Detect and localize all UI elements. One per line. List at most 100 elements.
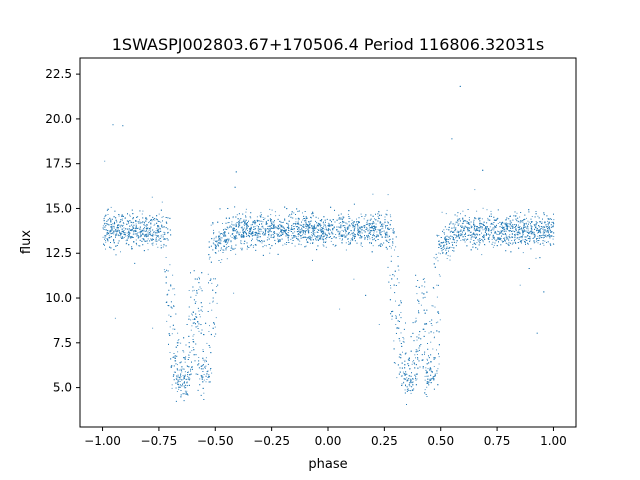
data-point <box>405 389 406 390</box>
data-point <box>317 237 318 238</box>
data-point <box>438 285 439 286</box>
data-point <box>481 239 482 240</box>
data-point <box>226 247 227 248</box>
data-point <box>172 288 173 289</box>
data-point <box>355 240 356 241</box>
data-point <box>325 227 326 228</box>
data-point <box>248 247 249 248</box>
data-point <box>103 237 104 238</box>
data-point <box>350 240 351 241</box>
data-point <box>303 233 304 234</box>
data-point <box>298 239 299 240</box>
data-point <box>308 229 309 230</box>
data-point <box>199 378 200 379</box>
data-point <box>436 254 437 255</box>
data-point <box>267 231 268 232</box>
data-point <box>533 233 534 234</box>
data-point <box>262 242 263 243</box>
data-point <box>125 232 126 233</box>
data-point <box>426 371 427 372</box>
data-point <box>357 243 358 244</box>
data-point <box>132 229 133 230</box>
data-point <box>153 243 154 244</box>
data-point <box>386 214 387 215</box>
data-point <box>138 228 139 229</box>
data-point <box>316 222 317 223</box>
data-point <box>213 301 214 302</box>
data-point <box>144 227 145 228</box>
data-point <box>311 232 312 233</box>
data-point <box>455 227 456 228</box>
data-point <box>231 248 232 249</box>
data-point <box>405 371 406 372</box>
data-point <box>177 377 178 378</box>
data-point <box>393 233 394 234</box>
data-point <box>262 221 263 222</box>
data-point <box>202 330 203 331</box>
data-point <box>524 215 525 216</box>
data-point <box>427 360 428 361</box>
data-point <box>372 235 373 236</box>
data-point <box>347 227 348 228</box>
data-point <box>295 224 296 225</box>
data-point <box>236 225 237 226</box>
data-point <box>235 235 236 236</box>
data-point <box>376 226 377 227</box>
data-point <box>520 226 521 227</box>
data-point <box>325 220 326 221</box>
data-point <box>128 223 129 224</box>
data-point <box>214 238 215 239</box>
data-point <box>245 212 246 213</box>
data-point <box>367 236 368 237</box>
data-point <box>456 242 457 243</box>
data-point <box>154 220 155 221</box>
data-point <box>240 248 241 249</box>
data-point <box>460 235 461 236</box>
data-point <box>293 229 294 230</box>
data-point <box>349 221 350 222</box>
data-point <box>212 223 213 224</box>
data-point <box>418 310 419 311</box>
data-point <box>388 282 389 283</box>
data-point <box>147 236 148 237</box>
data-point <box>178 339 179 340</box>
data-point <box>499 234 500 235</box>
data-point <box>429 333 430 334</box>
data-point <box>236 229 237 230</box>
data-point <box>517 232 518 233</box>
data-point <box>406 374 407 375</box>
data-point <box>496 234 497 235</box>
data-point <box>338 219 339 220</box>
data-point <box>131 248 132 249</box>
data-point <box>203 393 204 394</box>
data-point <box>444 234 445 235</box>
data-point <box>163 234 164 235</box>
data-point <box>142 238 143 239</box>
data-point <box>396 377 397 378</box>
data-point <box>390 288 391 289</box>
data-point <box>167 228 168 229</box>
data-point <box>136 240 137 241</box>
data-point <box>192 290 193 291</box>
data-point <box>455 214 456 215</box>
data-point <box>457 222 458 223</box>
data-point <box>120 227 121 228</box>
data-point <box>450 256 451 257</box>
data-point <box>354 204 355 205</box>
data-point <box>123 228 124 229</box>
data-point <box>148 234 149 235</box>
data-point <box>397 278 398 279</box>
data-point <box>259 231 260 232</box>
data-point <box>414 354 415 355</box>
data-point <box>155 235 156 236</box>
data-point <box>172 384 173 385</box>
data-point <box>203 377 204 378</box>
data-point <box>457 232 458 233</box>
data-point <box>497 231 498 232</box>
data-point <box>540 232 541 233</box>
data-point <box>537 240 538 241</box>
data-point <box>236 232 237 233</box>
data-point <box>392 245 393 246</box>
data-point <box>380 223 381 224</box>
data-point <box>191 325 192 326</box>
